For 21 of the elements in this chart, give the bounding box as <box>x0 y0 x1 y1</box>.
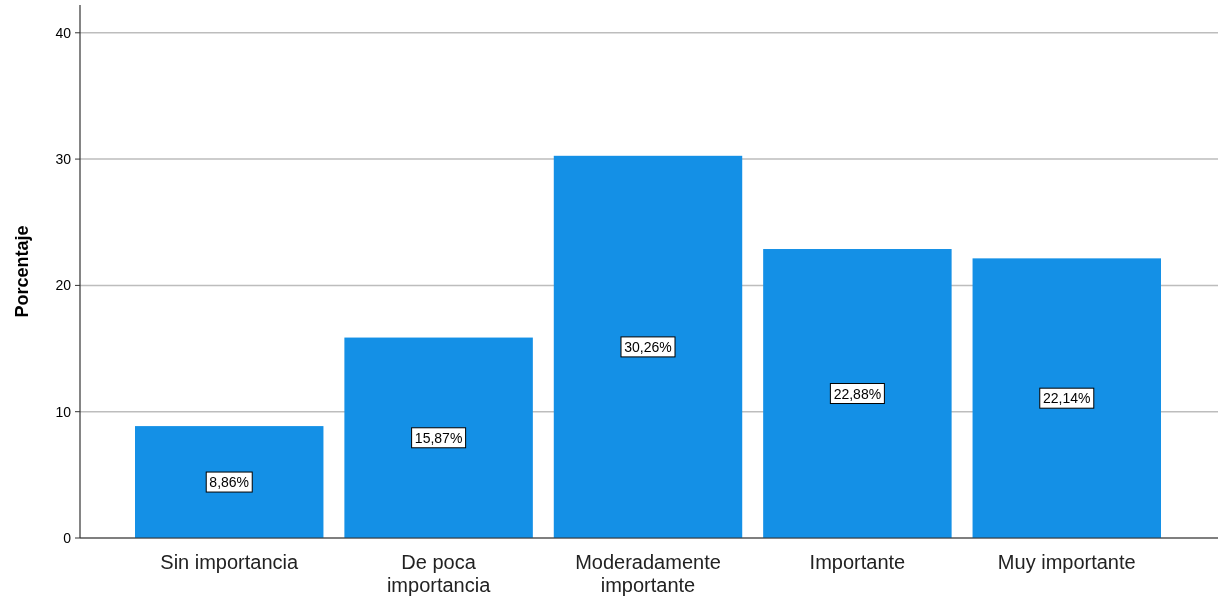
x-tick-label: De poca importancia <box>386 551 492 596</box>
x-tick-label: Importante <box>809 551 906 573</box>
data-label: 15,87% <box>414 429 463 446</box>
bar <box>763 249 952 538</box>
data-label: 22,14% <box>1043 390 1091 407</box>
y-tick-label: 40 <box>55 24 72 41</box>
data-label: 22,88% <box>833 385 882 402</box>
y-tick-label: 30 <box>55 151 72 168</box>
bar <box>972 258 1161 538</box>
bar <box>135 426 324 538</box>
y-tick-label: 0 <box>63 530 72 546</box>
x-tick-label: Moderadamente importante <box>575 551 721 596</box>
x-tick-label: Muy importante <box>997 551 1136 573</box>
data-label: 8,86% <box>209 474 250 491</box>
y-tick-label: 10 <box>55 403 72 420</box>
y-tick-label: 20 <box>55 277 72 294</box>
data-label: 30,26% <box>624 338 672 355</box>
y-axis-title: Porcentaje <box>12 225 32 318</box>
bar <box>344 337 533 538</box>
x-tick-label: Sin importancia <box>160 551 300 573</box>
bar <box>553 155 743 538</box>
